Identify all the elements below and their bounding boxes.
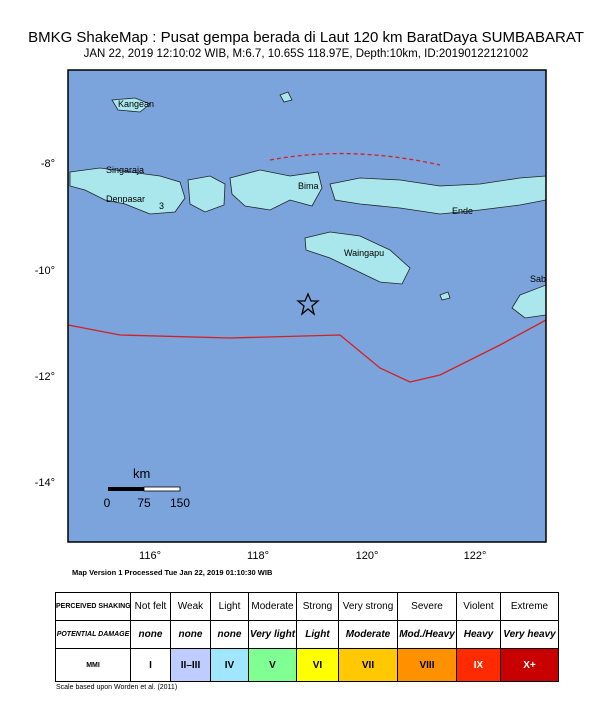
- legend-row: MMI I II–III IV V VI VII VIII IX X+: [55, 648, 559, 682]
- place-labels: Kangean Singaraja Denpasar Bima Ende Wai…: [106, 99, 546, 284]
- legend-cell: VI: [296, 648, 339, 682]
- land: [69, 91, 546, 319]
- legend-cell: Light: [210, 592, 249, 621]
- legend-row-header: MMI: [55, 648, 131, 682]
- legend-cell: Not felt: [130, 592, 171, 621]
- place: Waingapu: [344, 248, 384, 258]
- lon-label: 116°: [139, 550, 161, 562]
- place: Kangean: [118, 99, 154, 109]
- legend-row-header: PERCEIVED SHAKING: [55, 592, 131, 621]
- legend-cell: Very light: [248, 620, 297, 649]
- place: Denpasar: [106, 194, 145, 204]
- lat-label: -14°: [35, 477, 55, 489]
- subtitle: JAN 22, 2019 12:10:02 WIB, M:6.7, 10.65S…: [83, 48, 529, 60]
- legend-cell: V: [248, 648, 297, 682]
- place: 3: [159, 201, 164, 211]
- map: -8° -10° -12° -14° 116° 118° 120° 122° K…: [35, 69, 547, 577]
- scale-note: Scale based upon Worden et al. (2011): [56, 684, 178, 691]
- legend-cell: none: [170, 620, 211, 649]
- lon-labels: 116° 118° 120° 122°: [139, 550, 486, 562]
- legend-cell: none: [210, 620, 249, 649]
- epicenter: [296, 292, 320, 316]
- scale-unit: km: [133, 466, 150, 481]
- legend-cell: Moderate: [338, 620, 398, 649]
- lat-label: -12°: [35, 371, 55, 383]
- place: Singaraja: [106, 165, 144, 175]
- legend-cell: VII: [338, 648, 398, 682]
- legend-cell: Violent: [456, 592, 501, 621]
- legend-cell: Mod./Heavy: [397, 620, 457, 649]
- legend-cell: IV: [210, 648, 249, 682]
- legend-cell: Light: [296, 620, 339, 649]
- legend-cell: I: [130, 648, 171, 682]
- legend-cell: Severe: [397, 592, 457, 621]
- scale-bar: km 0 75 150: [104, 466, 191, 510]
- place: Ende: [452, 206, 473, 216]
- legend-row: PERCEIVED SHAKING Not felt Weak Light Modera…: [55, 592, 559, 621]
- legend-cell: Strong: [296, 592, 339, 621]
- place: Bima: [298, 181, 319, 191]
- lon-label: 120°: [356, 550, 379, 562]
- scale-label: 75: [137, 496, 151, 510]
- legend-cell: Heavy: [456, 620, 501, 649]
- version: Map Version 1 Processed Tue Jan 22, 2019…: [72, 568, 273, 577]
- legend-cell: Very strong: [338, 592, 398, 621]
- lat-labels: -8° -10° -12° -14°: [35, 158, 55, 489]
- legend-row: POTENTIAL DAMAGE none none none Very light Li…: [55, 620, 559, 649]
- legend-cell: Moderate: [248, 592, 297, 621]
- scale-label: 150: [170, 496, 190, 510]
- legend-cell: IX: [456, 648, 501, 682]
- lat-label: -10°: [35, 265, 55, 277]
- scale-label: 0: [104, 496, 111, 510]
- legend-cell: Very heavy: [500, 620, 559, 649]
- map-frame: [67, 69, 547, 543]
- title: BMKG ShakeMap : Pusat gempa berada di La…: [28, 29, 584, 46]
- faults: [68, 152, 546, 383]
- lat-label: -8°: [41, 158, 55, 170]
- legend-cell: none: [130, 620, 171, 649]
- lon-label: 118°: [247, 550, 269, 562]
- legend-cell: Weak: [170, 592, 211, 621]
- legend-row-header: POTENTIAL DAMAGE: [55, 620, 131, 649]
- ocean: [68, 70, 546, 542]
- lon-label: 122°: [464, 550, 487, 562]
- legend-cell: VIII: [397, 648, 457, 682]
- legend-table: PERCEIVED SHAKING Not felt Weak Light Modera…: [55, 592, 559, 682]
- legend-cell: II–III: [170, 648, 211, 682]
- legend-cell: Extreme: [500, 592, 559, 621]
- place: Sab: [530, 274, 546, 284]
- legend-cell: X+: [500, 648, 559, 682]
